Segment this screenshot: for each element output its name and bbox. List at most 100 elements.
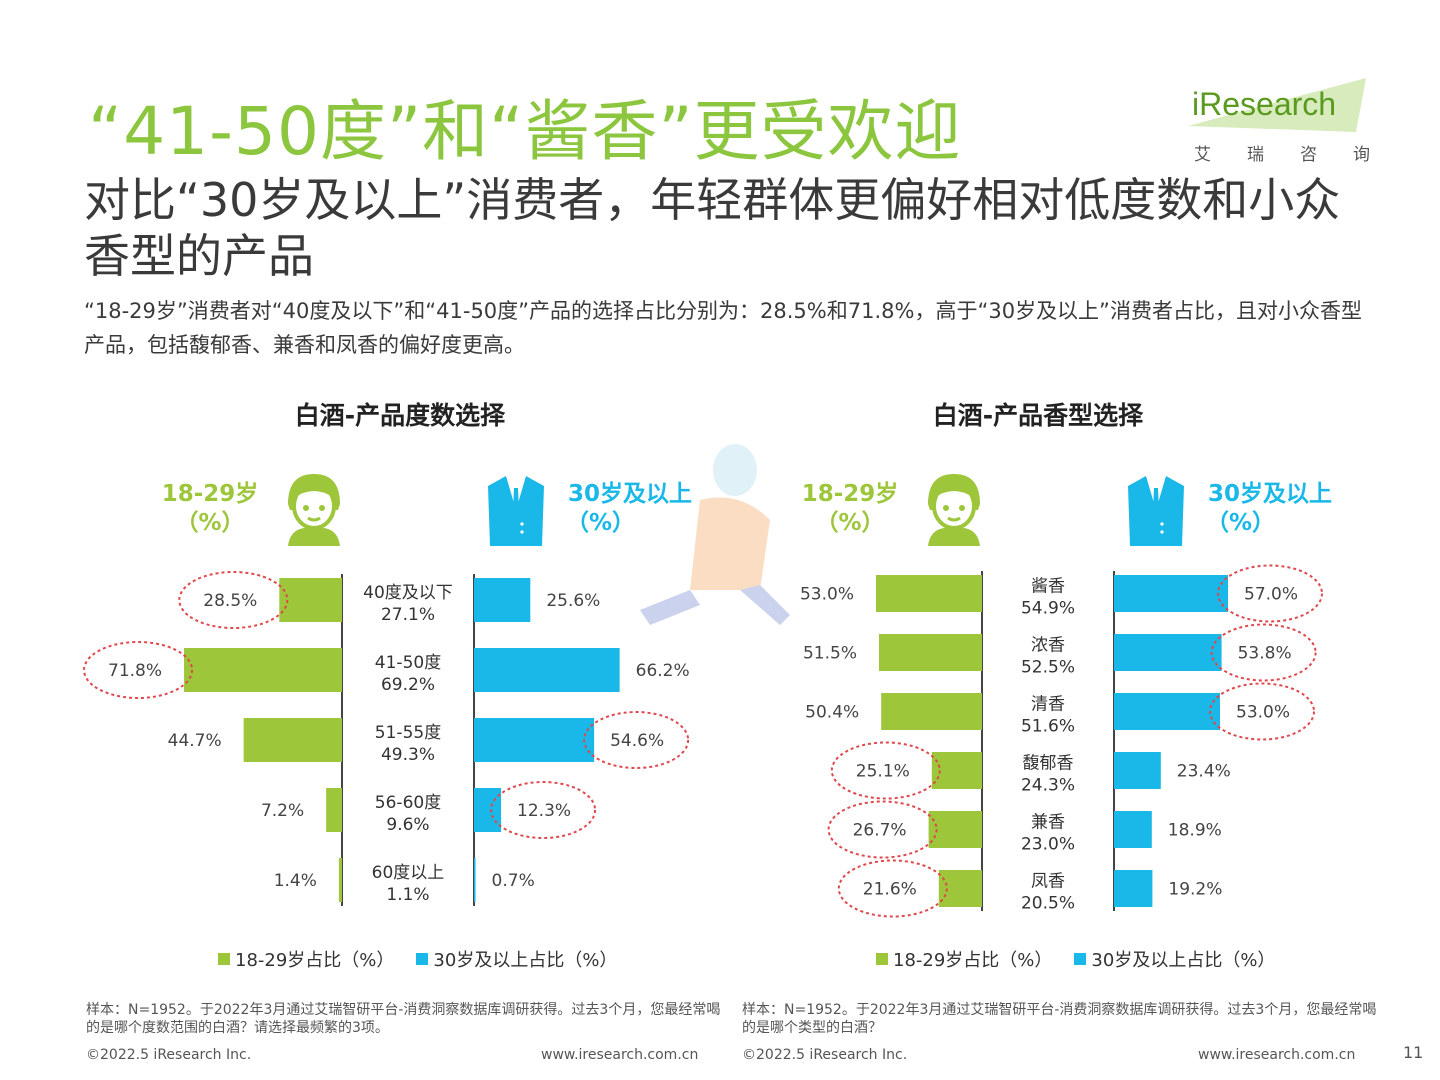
bar-old-4 — [474, 858, 476, 902]
value-label-young-0: 28.5% — [203, 591, 257, 611]
legend-degree: 18-29岁占比（%） 30岁及以上占比（%） — [218, 946, 617, 972]
page-description: “18-29岁”消费者对“40度及以下”和“41-50度”产品的选择占比分别为：… — [84, 299, 1362, 357]
category-label-2: 清香 — [1031, 695, 1065, 715]
total-label-4: 1.1% — [386, 885, 429, 905]
young-person-icon — [288, 474, 340, 546]
old-group-unit-2: （%） — [1206, 510, 1276, 536]
bar-old-3 — [474, 788, 502, 832]
bar-young-4 — [338, 858, 342, 902]
old-group-label-2: 30岁及以上 （%） — [1200, 480, 1340, 538]
bar-young-3 — [326, 788, 342, 832]
highlight-circle-young-1 — [83, 641, 194, 699]
footer-copyright-right: ©2022.5 iResearch Inc. — [742, 1047, 908, 1063]
highlight-circle-young-4 — [827, 800, 938, 859]
bar-old-0 — [1114, 575, 1228, 612]
highlight-circle-old-1 — [1210, 623, 1317, 682]
old-group-name-2: 30岁及以上 — [1207, 481, 1332, 507]
old-group-label: 30岁及以上 （%） — [560, 480, 700, 538]
value-label-young-1: 51.5% — [803, 644, 857, 664]
value-label-young-1: 71.8% — [108, 661, 162, 681]
bar-old-2 — [1114, 693, 1220, 730]
legend-old-label: 30岁及以上占比（%） — [433, 950, 618, 971]
chart-title-aroma: 白酒-产品香型选择 — [932, 401, 1144, 430]
chart-title-degree: 白酒-产品度数选择 — [294, 401, 506, 430]
category-label-3: 馥郁香 — [1023, 754, 1074, 774]
total-label-3: 24.3% — [1021, 776, 1075, 796]
logo-swoosh-icon — [1188, 78, 1366, 132]
value-label-young-3: 7.2% — [261, 801, 304, 821]
category-label-4: 60度以上 — [372, 863, 445, 883]
value-label-young-5: 21.6% — [863, 880, 917, 900]
category-label-0: 酱香 — [1031, 577, 1065, 597]
logo-brand: iResearch — [1192, 86, 1337, 122]
total-label-2: 51.6% — [1021, 717, 1075, 737]
bar-young-1 — [879, 634, 982, 671]
legend-young-label: 18-29岁占比（%） — [235, 950, 395, 971]
young-person-icon-2 — [928, 474, 980, 546]
bar-old-4 — [1114, 811, 1152, 848]
total-label-1: 52.5% — [1021, 658, 1075, 678]
legend-swatch-old — [416, 953, 429, 965]
total-label-4: 23.0% — [1021, 835, 1075, 855]
bar-young-5 — [938, 870, 982, 907]
value-label-old-0: 57.0% — [1244, 585, 1298, 605]
category-label-1: 41-50度 — [375, 653, 441, 673]
sample-note-aroma: 样本：N=1952。于2022年3月通过艾瑞智研平台-消费洞察数据库调研获得。过… — [742, 1002, 1377, 1036]
footer-url-left[interactable]: www.iresearch.com.cn — [541, 1047, 699, 1063]
legend-swatch-young-2 — [876, 953, 888, 965]
highlight-circle-old-2 — [1209, 682, 1315, 741]
category-label-5: 凤香 — [1031, 872, 1065, 892]
legend-swatch-young — [218, 953, 230, 965]
highlight-circle-young-3 — [830, 741, 941, 800]
bar-old-2 — [474, 718, 595, 762]
total-label-0: 54.9% — [1021, 599, 1075, 619]
category-label-4: 兼香 — [1031, 813, 1065, 833]
value-label-young-3: 25.1% — [856, 762, 910, 782]
page-subtitle: 对比“30岁及以上”消费者，年轻群体更偏好相对低度数和小众香型的产品 — [84, 173, 1341, 283]
bar-old-3 — [1114, 752, 1161, 789]
page-title: “41-50度”和“酱香”更受欢迎 — [88, 93, 962, 170]
total-label-5: 20.5% — [1021, 894, 1075, 914]
legend-old-label-2: 30岁及以上占比（%） — [1091, 950, 1276, 971]
value-label-young-0: 53.0% — [800, 585, 854, 605]
value-label-old-3: 12.3% — [517, 801, 571, 821]
highlight-circle-young-0 — [178, 571, 289, 629]
total-label-1: 69.2% — [381, 675, 435, 695]
bar-young-0 — [279, 578, 342, 622]
young-group-unit: （%） — [175, 510, 245, 536]
old-group-unit: （%） — [566, 510, 636, 536]
value-label-young-2: 50.4% — [805, 703, 859, 723]
value-label-old-3: 23.4% — [1177, 762, 1231, 782]
footer-url-right[interactable]: www.iresearch.com.cn — [1198, 1047, 1356, 1063]
value-label-young-4: 26.7% — [853, 821, 907, 841]
value-label-young-2: 44.7% — [168, 731, 222, 751]
old-group-name: 30岁及以上 — [567, 481, 692, 507]
legend-aroma: 18-29岁占比（%） 30岁及以上占比（%） — [876, 946, 1275, 972]
logo-subtitle: 艾瑞咨询 — [1194, 145, 1406, 165]
category-label-2: 51-55度 — [375, 723, 441, 743]
suit-person-icon-2 — [1128, 476, 1184, 546]
bar-young-0 — [876, 575, 982, 612]
category-label-3: 56-60度 — [375, 793, 441, 813]
running-figure-illustration — [640, 444, 790, 625]
value-label-old-2: 53.0% — [1236, 703, 1290, 723]
young-group-unit-2: （%） — [815, 510, 885, 536]
highlight-circle-young-5 — [837, 859, 948, 918]
suit-person-icon — [488, 476, 544, 546]
category-label-0: 40度及以下 — [363, 583, 453, 603]
bar-old-1 — [474, 648, 620, 692]
young-group-label-2: 18-29岁 （%） — [790, 480, 910, 538]
legend-swatch-old-2 — [1074, 953, 1087, 965]
highlight-circle-old-0 — [1217, 564, 1323, 623]
bar-young-1 — [184, 648, 342, 692]
bar-old-5 — [1114, 870, 1153, 907]
footer-copyright-left: ©2022.5 iResearch Inc. — [86, 1047, 252, 1063]
young-group-name: 18-29岁 — [161, 481, 259, 507]
value-label-old-1: 66.2% — [636, 661, 690, 681]
value-label-old-4: 0.7% — [492, 871, 535, 891]
highlight-circle-old-2 — [583, 711, 690, 769]
total-label-3: 9.6% — [386, 815, 429, 835]
bar-old-0 — [474, 578, 531, 622]
